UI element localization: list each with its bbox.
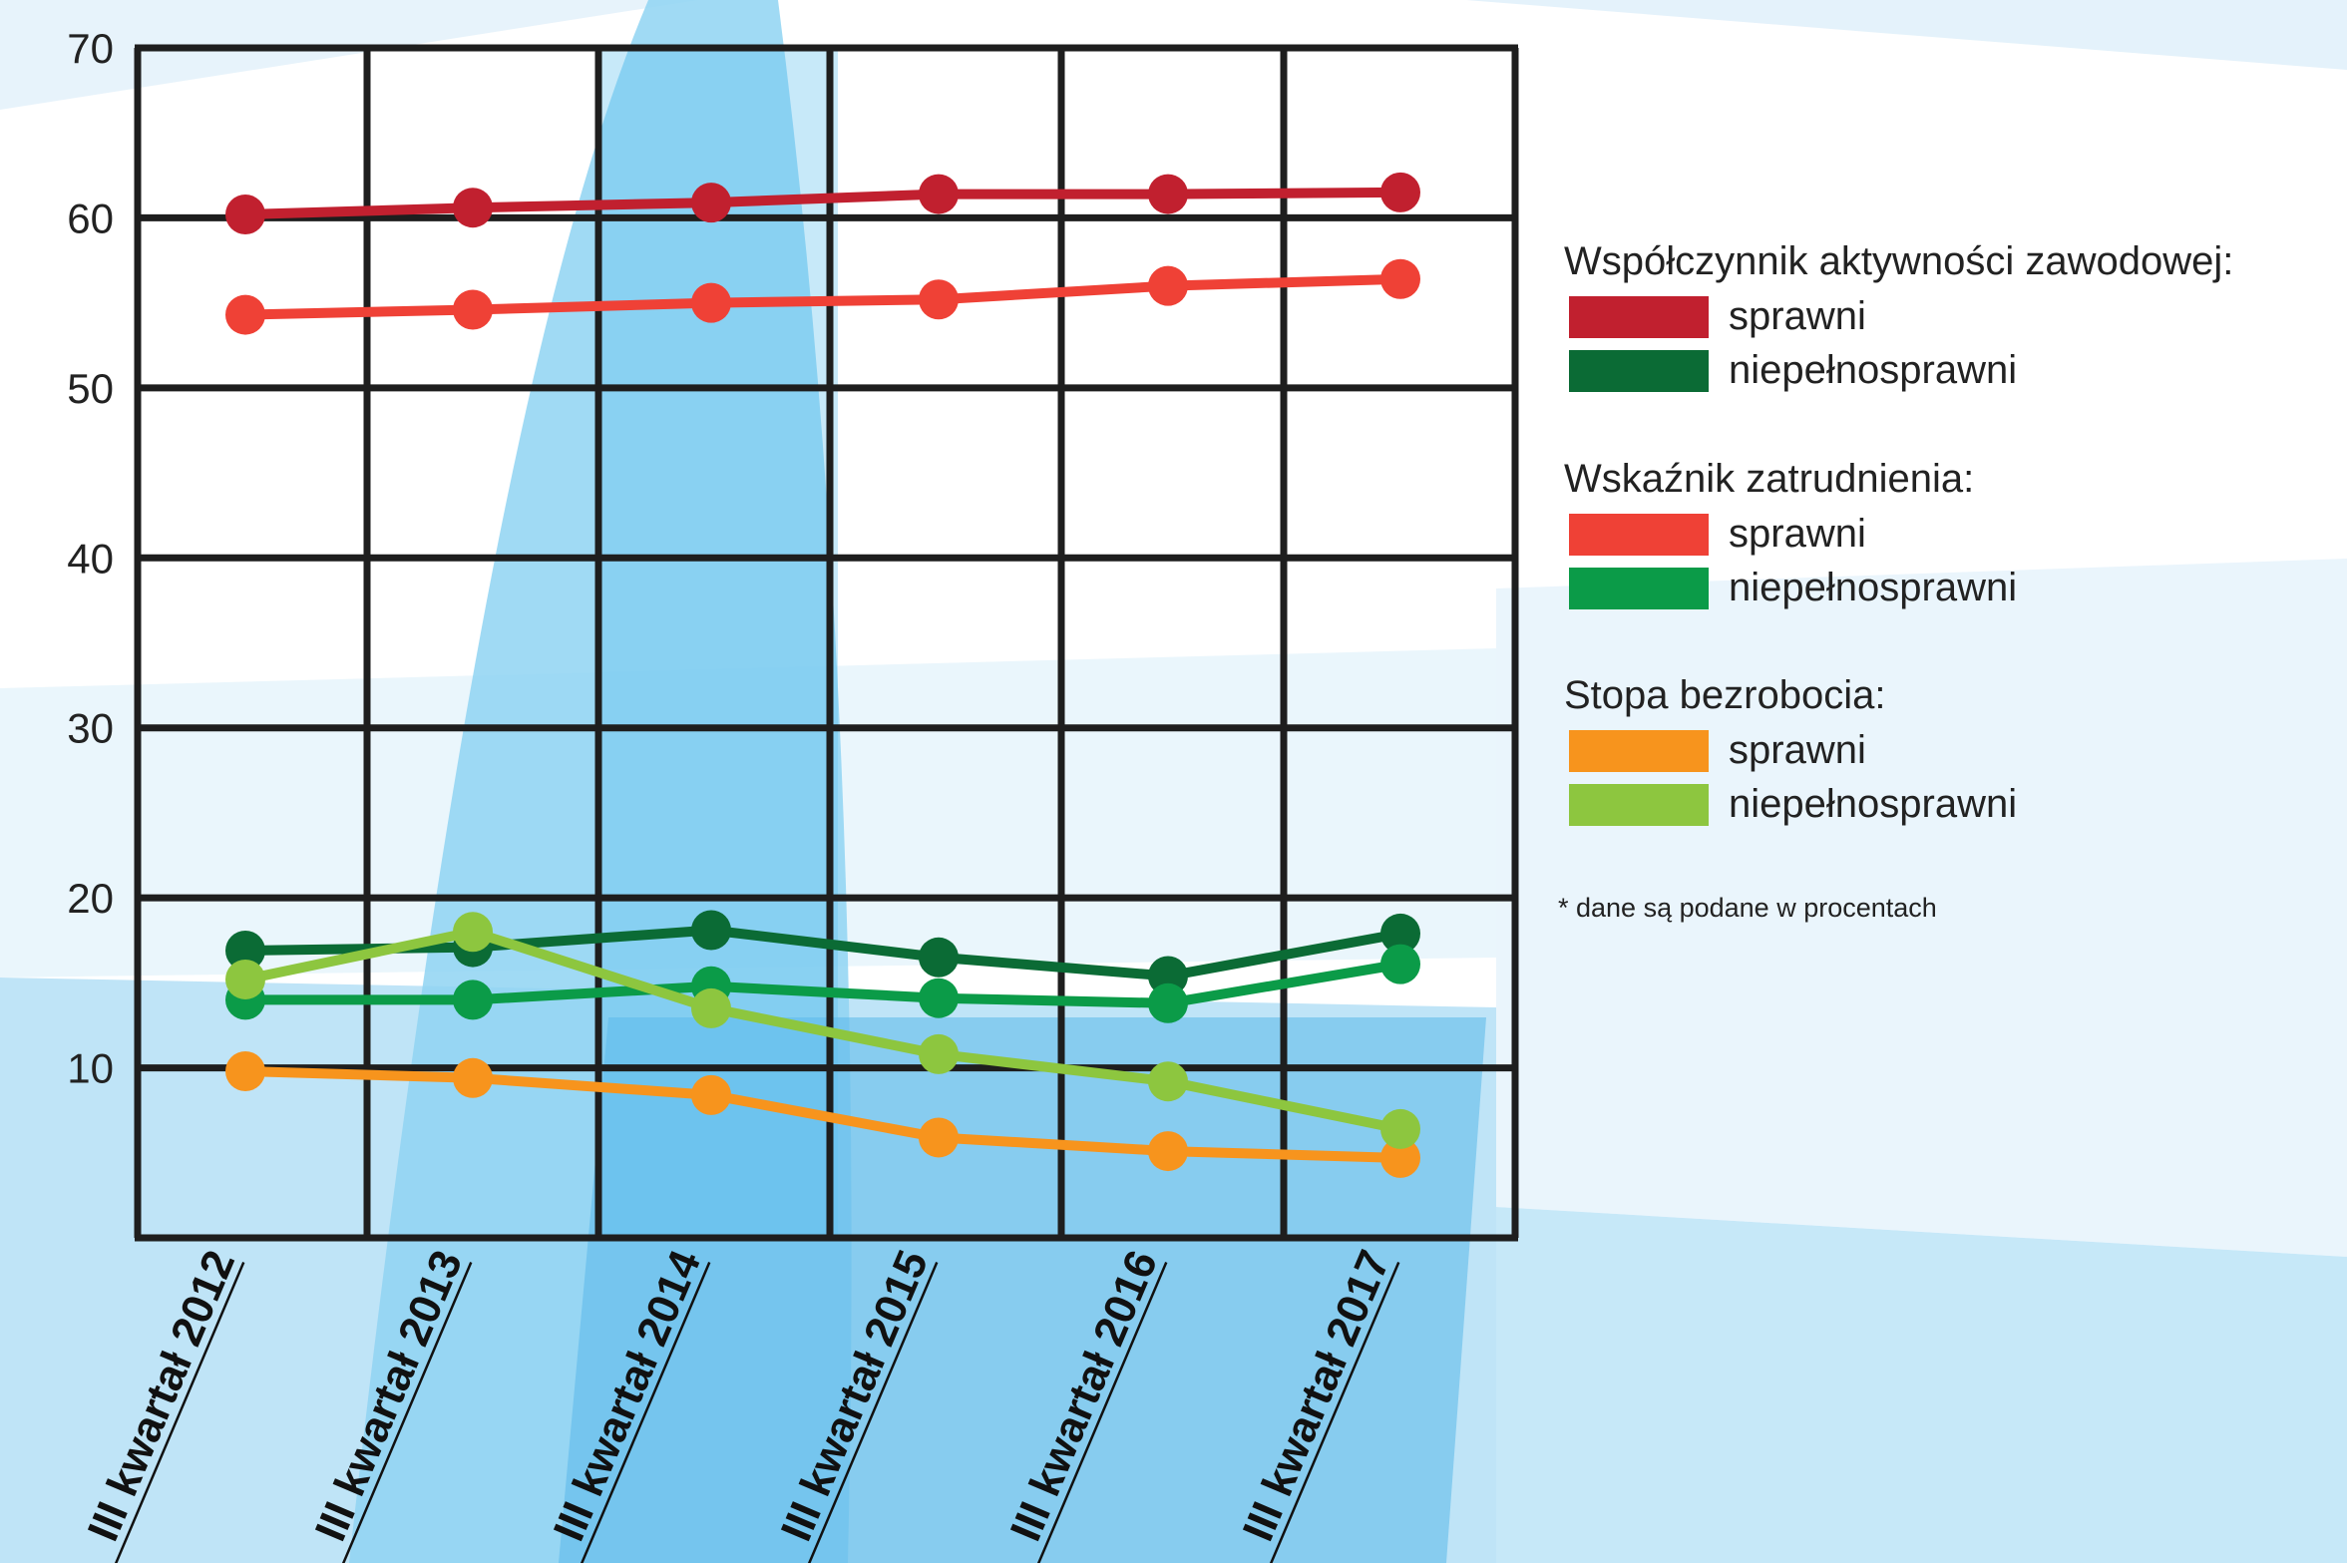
legend-group-title: Stopa bezrobocia: (1564, 673, 1885, 717)
y-axis-ticks: 10 20 30 40 50 60 70 (67, 25, 114, 1092)
x-tick-underline (801, 1262, 939, 1568)
data-point (691, 910, 731, 951)
data-point (919, 1117, 959, 1158)
data-point (919, 174, 959, 214)
data-point (1148, 265, 1188, 306)
data-point (691, 282, 731, 323)
legend-group-title: Wskaźnik zatrudnienia: (1564, 457, 1974, 501)
data-point (225, 930, 265, 971)
x-tick-underline (335, 1262, 473, 1568)
data-point (453, 289, 493, 330)
data-point (1148, 982, 1188, 1023)
y-tick-label: 30 (67, 705, 114, 752)
data-point (453, 980, 493, 1020)
series-line (243, 927, 1402, 1134)
legend-label: sprawni (1729, 512, 1866, 556)
y-tick-label: 40 (67, 535, 114, 582)
legend-group-title: Współczynnik aktywności zawodowej: (1564, 239, 2233, 283)
legend-swatch (1569, 568, 1709, 609)
y-tick-label: 50 (67, 365, 114, 412)
legend-label: sprawni (1729, 294, 1866, 338)
data-point (225, 1050, 265, 1091)
data-point (225, 195, 265, 235)
data-point (919, 937, 959, 978)
data-point (1380, 1108, 1420, 1149)
data-point (453, 912, 493, 953)
y-tick-label: 20 (67, 875, 114, 922)
legend-swatch (1569, 514, 1709, 556)
y-tick-label: 60 (67, 195, 114, 241)
legend-swatch (1569, 350, 1709, 392)
chart-grid (134, 44, 1519, 1242)
data-point (1380, 913, 1420, 954)
x-tick-underline (574, 1262, 711, 1568)
legend-label: niepełnosprawni (1729, 348, 2017, 392)
legend-swatch (1569, 784, 1709, 826)
x-tick-underline (1030, 1262, 1168, 1568)
data-point (453, 1057, 493, 1098)
x-tick-underline (108, 1262, 245, 1568)
data-point (1380, 1137, 1420, 1178)
legend-swatch (1569, 296, 1709, 338)
chart-legend: Współczynnik aktywności zawodowej: sprawn… (1564, 239, 2233, 826)
data-point (691, 1074, 731, 1115)
chart-series (225, 172, 1420, 1178)
data-point (1380, 258, 1420, 299)
series-line (244, 187, 1401, 220)
data-point (1380, 172, 1420, 212)
legend-swatch (1569, 730, 1709, 772)
legend-label: niepełnosprawni (1729, 782, 2017, 826)
data-point (919, 1033, 959, 1074)
series-line (245, 959, 1401, 1008)
data-point (691, 183, 731, 223)
data-point (225, 294, 265, 335)
series-line (244, 1065, 1401, 1163)
data-point (453, 188, 493, 228)
y-tick-label: 70 (67, 25, 114, 72)
data-point (1148, 174, 1188, 214)
data-point (225, 959, 265, 999)
series-line (244, 925, 1401, 981)
data-point (1148, 1061, 1188, 1102)
chart-footnote: * dane są podane w procentach (1558, 893, 1937, 923)
data-point (1148, 1131, 1188, 1172)
legend-label: niepełnosprawni (1729, 566, 2017, 609)
series-line (244, 273, 1401, 320)
legend-label: sprawni (1729, 728, 1866, 772)
data-point (1380, 944, 1420, 984)
y-tick-label: 10 (67, 1045, 114, 1092)
data-point (919, 279, 959, 320)
x-tick-underline (1263, 1262, 1400, 1568)
data-point (919, 978, 959, 1018)
data-point (691, 987, 731, 1028)
